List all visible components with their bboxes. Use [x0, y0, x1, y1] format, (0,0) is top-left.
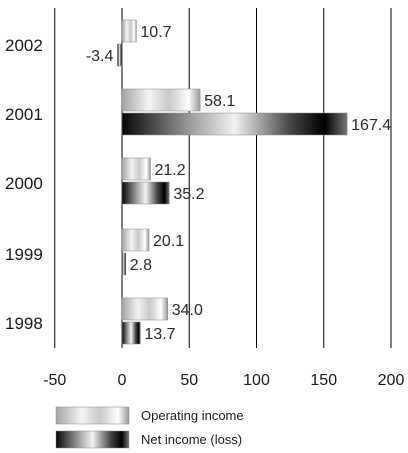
data-label: 2.8: [130, 257, 152, 274]
category-label: 2001: [5, 105, 43, 124]
category-label: 2002: [5, 36, 43, 55]
category-label: 1999: [5, 245, 43, 264]
data-labels: 10.7 -3.4 58.1 167.4 21.2 35.2 20.12.8 34.0 13.7: [86, 24, 391, 343]
net-income-bar: [121, 321, 141, 345]
bars: [117, 19, 348, 345]
category-label: 2000: [5, 174, 43, 193]
net-income-bar: [121, 181, 170, 205]
legend-label: Operating income: [141, 408, 244, 423]
data-label: 21.2: [155, 162, 186, 179]
data-label: 167.4: [351, 117, 391, 134]
data-label: -3.4: [86, 48, 114, 65]
legend-label: Net income (loss): [141, 432, 242, 447]
data-label: 34.0: [172, 302, 203, 319]
net-income-bar: [121, 252, 127, 276]
legend-swatch-operating: [55, 406, 130, 425]
data-label: 58.1: [204, 93, 235, 110]
operating-income-bar: [121, 297, 168, 321]
category-label: 1998: [5, 314, 43, 333]
operating-income-bar: [121, 19, 137, 43]
x-tick-labels: -50 0 50 100 150 200: [43, 372, 404, 389]
operating-income-bar: [121, 157, 151, 181]
category-labels: 2002 2001 2000 1999 1998: [5, 36, 43, 333]
x-tick-label: -50: [43, 372, 66, 389]
x-tick-label: 100: [243, 372, 270, 389]
x-tick-label: 0: [118, 372, 127, 389]
x-tick-label: 200: [378, 372, 405, 389]
data-label: 10.7: [140, 24, 171, 41]
x-tick-label: 150: [310, 372, 337, 389]
data-label: 13.7: [144, 326, 175, 343]
legend: Operating income Net income (loss): [55, 406, 244, 449]
operating-income-bar: [121, 88, 201, 112]
legend-swatch-net: [55, 430, 130, 449]
x-tick-label: 50: [180, 372, 198, 389]
operating-income-bar: [121, 228, 150, 252]
net-income-bar: [117, 43, 123, 67]
data-label: 20.1: [153, 233, 184, 250]
net-income-bar: [121, 112, 348, 136]
data-label: 35.2: [173, 186, 204, 203]
